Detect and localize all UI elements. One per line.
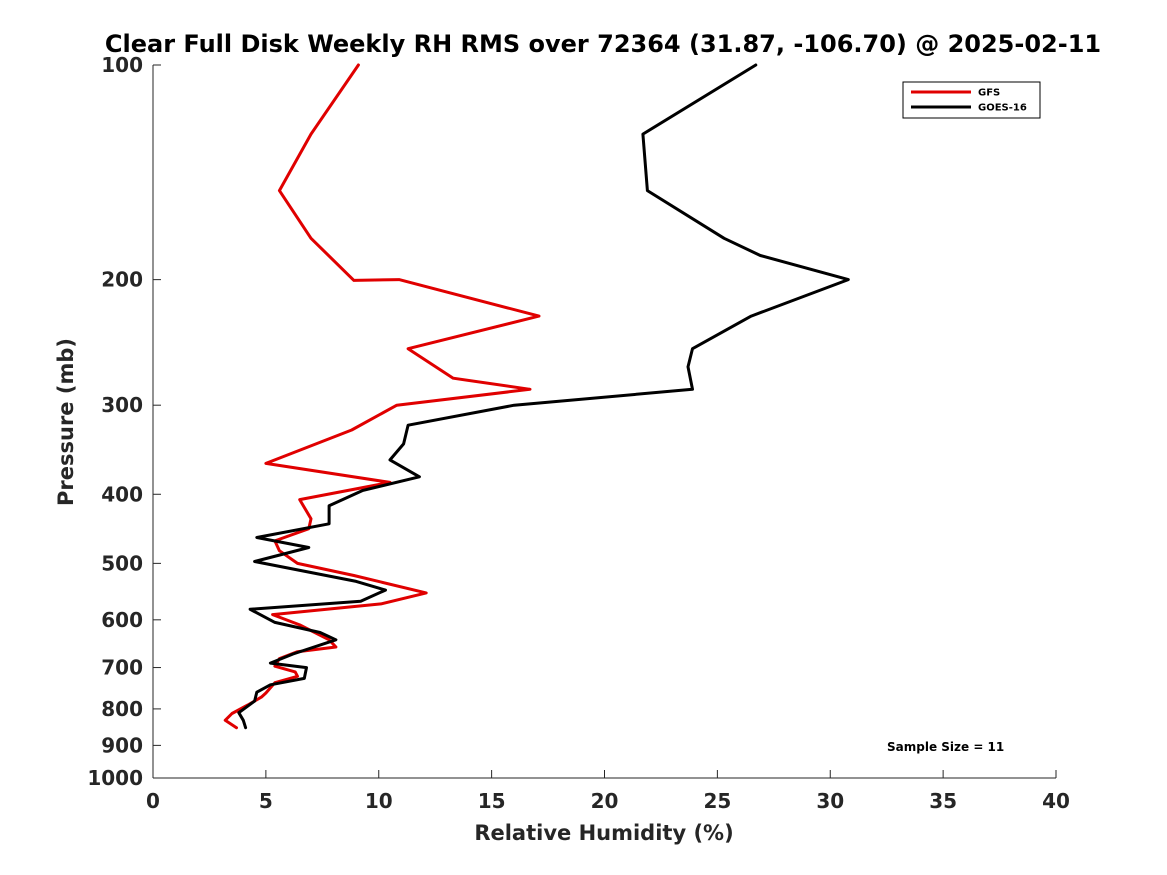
y-tick-label: 1000 — [87, 766, 143, 790]
y-tick-label: 300 — [101, 393, 143, 417]
x-tick-label: 5 — [259, 789, 273, 813]
series-line-goes-16 — [237, 63, 850, 730]
y-tick-label: 700 — [101, 656, 143, 680]
x-tick-label: 40 — [1042, 789, 1070, 813]
legend: GFS GOES-16 — [902, 81, 1041, 119]
x-tick-label: 10 — [365, 789, 393, 813]
y-tick-label: 600 — [101, 608, 143, 632]
x-tick-label: 0 — [146, 789, 160, 813]
x-tick-label: 20 — [591, 789, 619, 813]
chart-title: Clear Full Disk Weekly RH RMS over 72364… — [105, 30, 1101, 58]
x-axis-label: Relative Humidity (%) — [474, 821, 733, 845]
y-tick-label: 500 — [101, 551, 143, 575]
y-tick-label: 800 — [101, 697, 143, 721]
y-tick-label: 400 — [101, 482, 143, 506]
y-ticks: 100 200 300 400 500 600 700 800 900 1000 — [87, 53, 161, 790]
legend-label-goes16: GOES-16 — [978, 103, 1027, 114]
series-line-gfs — [223, 63, 541, 730]
series-layer — [223, 63, 850, 730]
x-tick-label: 15 — [478, 789, 506, 813]
x-ticks: 0 5 10 15 20 25 30 35 40 — [146, 770, 1070, 813]
y-tick-label: 200 — [101, 268, 143, 292]
legend-box — [902, 81, 1041, 119]
y-tick-label: 100 — [101, 53, 143, 77]
x-tick-label: 35 — [929, 789, 957, 813]
sample-size-annotation: Sample Size = 11 — [887, 740, 1004, 754]
x-tick-label: 30 — [816, 789, 844, 813]
legend-label-gfs: GFS — [978, 88, 1000, 99]
y-tick-label: 900 — [101, 733, 143, 757]
y-axis-label: Pressure (mb) — [54, 338, 78, 506]
x-tick-label: 25 — [703, 789, 731, 813]
